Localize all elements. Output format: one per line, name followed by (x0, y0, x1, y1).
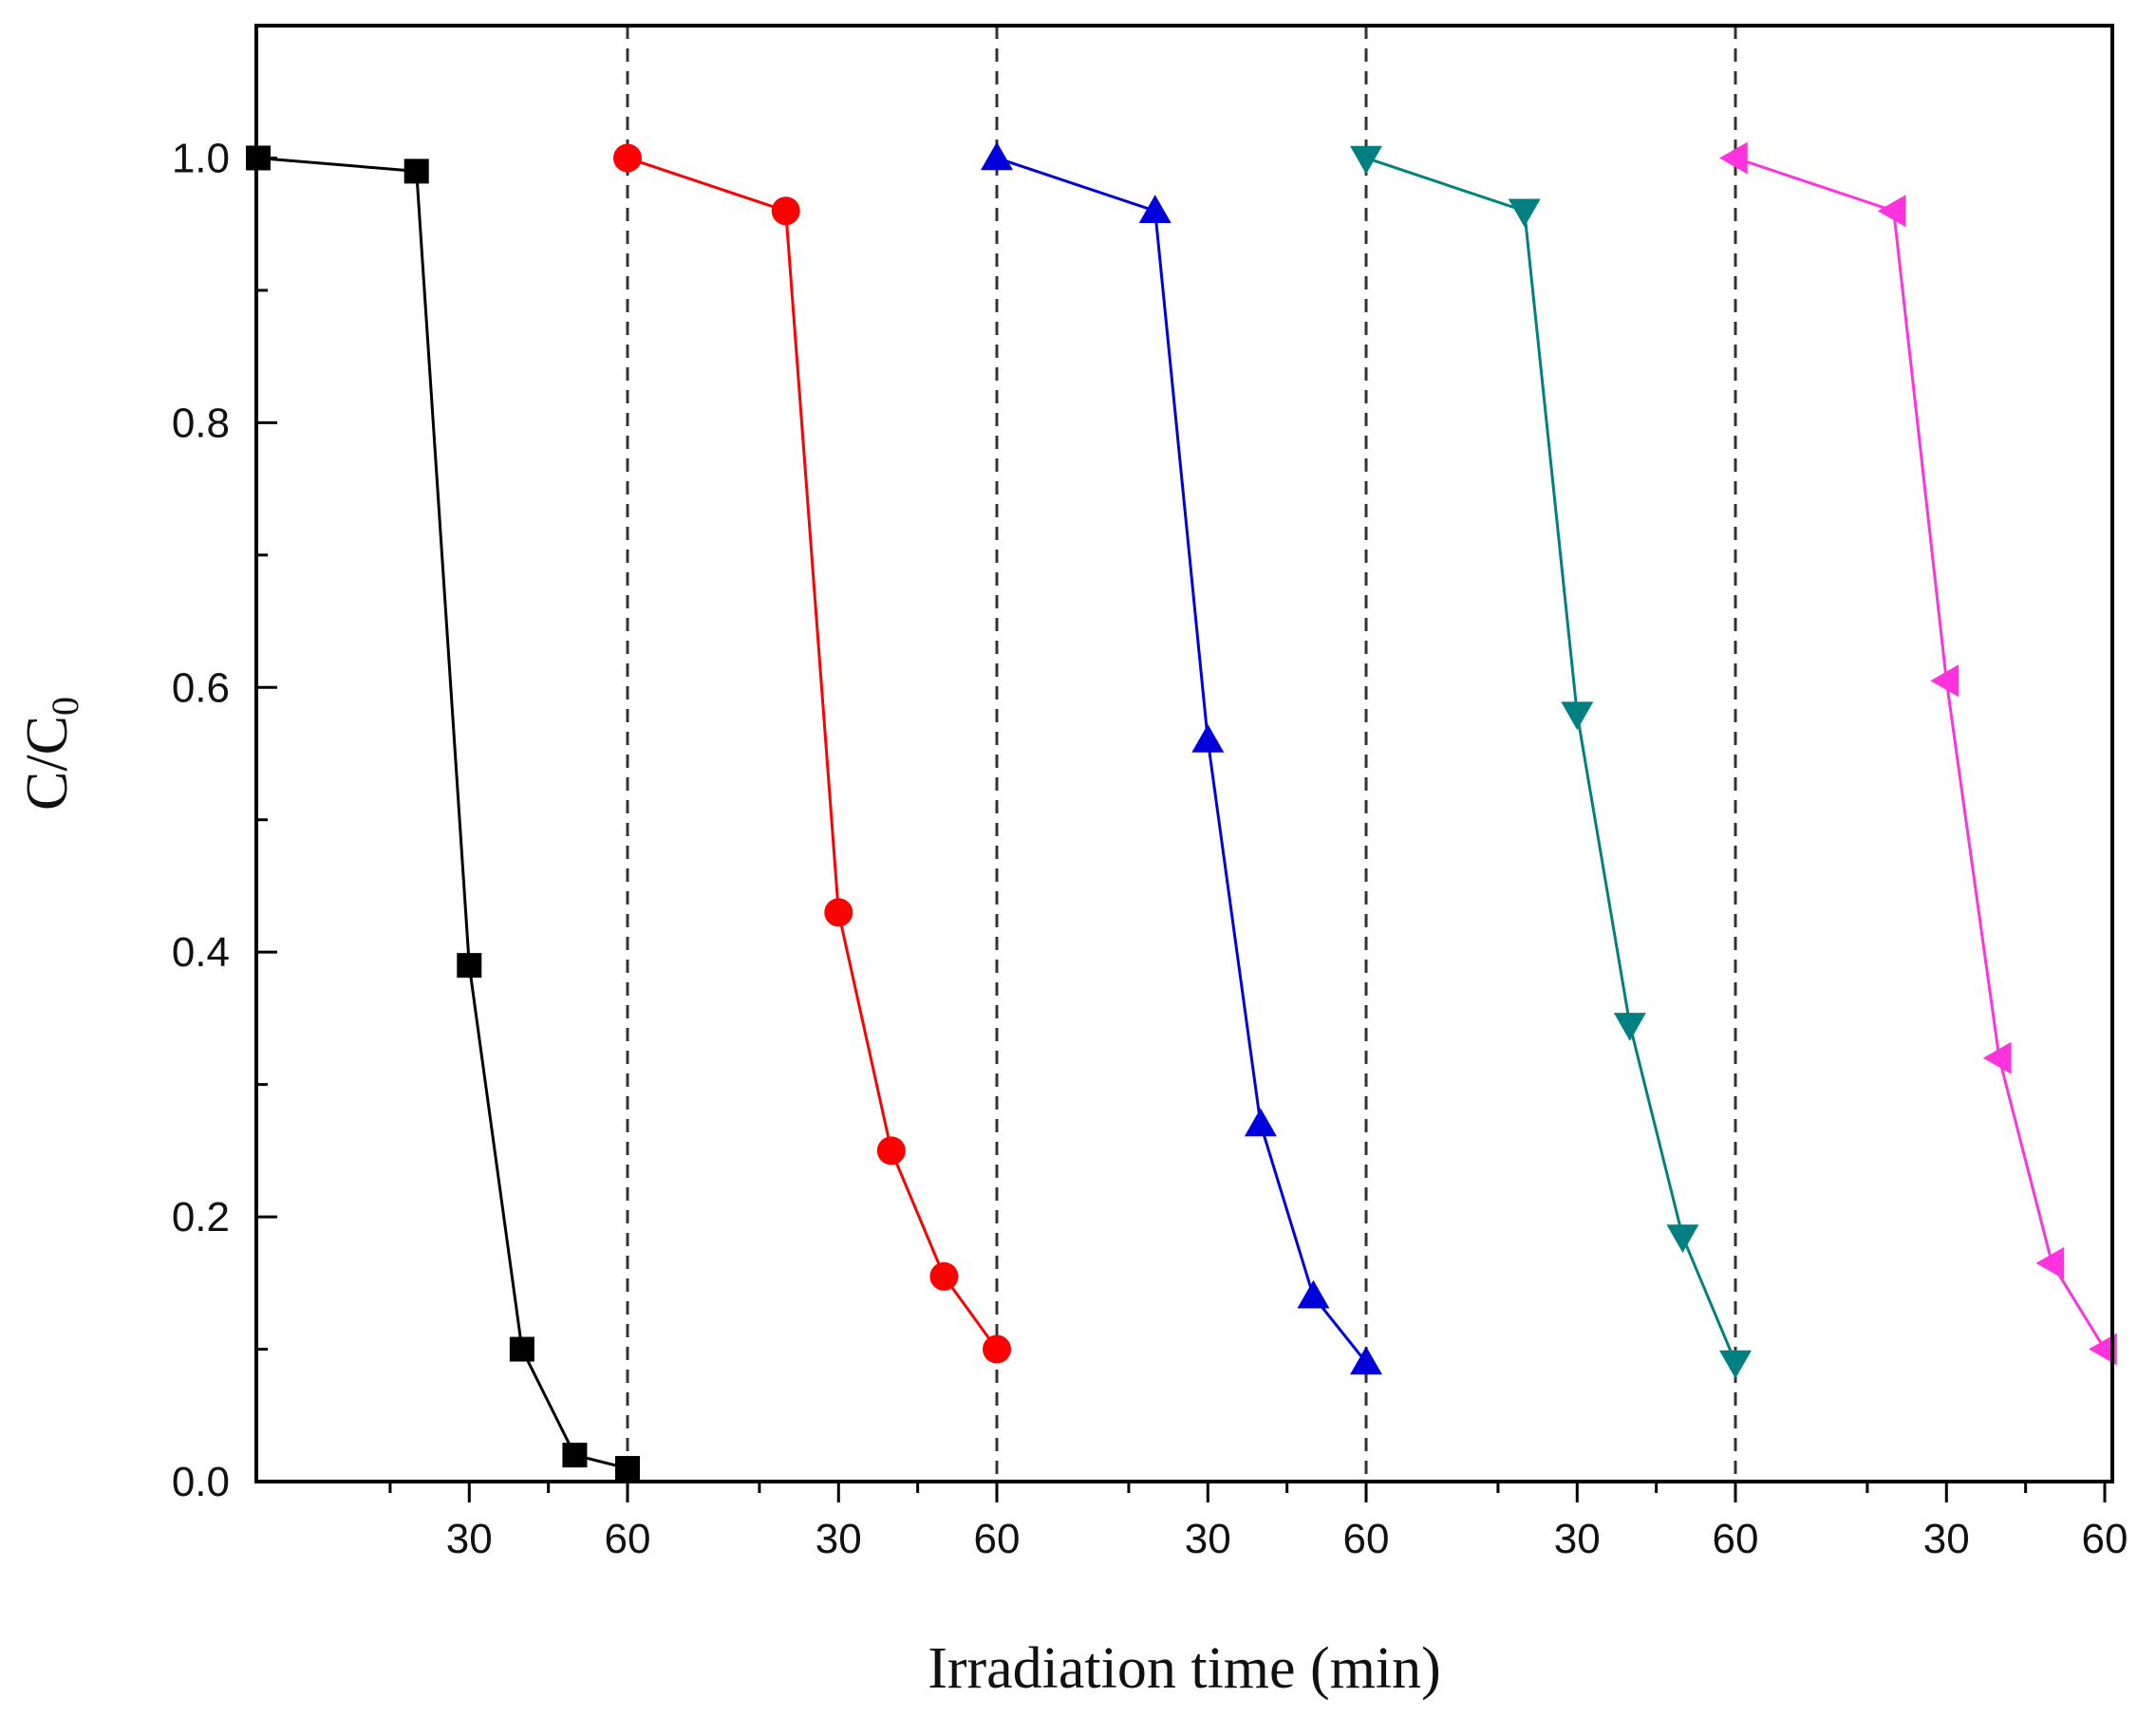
data-point (1561, 701, 1594, 731)
data-point (981, 141, 1013, 171)
data-point (876, 1136, 906, 1166)
series-layer (246, 141, 2117, 1482)
data-point (1930, 664, 1959, 698)
data-point (1666, 1224, 1699, 1254)
y-tick-label: 1.0 (172, 135, 230, 181)
y-tick-label: 0.6 (172, 664, 230, 711)
x-axis-title: Irradiation time (min) (928, 1636, 1441, 1701)
data-point (1350, 1346, 1382, 1375)
data-point (2035, 1246, 2065, 1279)
y-tick-label: 0.8 (172, 400, 230, 446)
data-point (1982, 1041, 2012, 1074)
data-point (509, 1336, 534, 1362)
data-point (1244, 1108, 1277, 1137)
y-axis: 0.0 0.2 0.4 0.6 0.8 1.0 (172, 24, 277, 1505)
x-tick-label: 60 (974, 1516, 1021, 1562)
y-tick-label: 0.0 (172, 1459, 230, 1505)
series-line (996, 157, 1368, 1364)
x-tick-label: 30 (1185, 1516, 1231, 1562)
x-tick-label: 30 (816, 1516, 862, 1562)
x-tick-label: 30 (446, 1516, 493, 1562)
data-point (929, 1261, 959, 1291)
data-point (1508, 198, 1541, 228)
data-point (2089, 1333, 2117, 1366)
y-tick-label: 0.4 (172, 929, 230, 976)
plot-frame (254, 24, 2114, 1483)
series-line (1734, 157, 2107, 1351)
data-point (562, 1443, 588, 1468)
data-point (1138, 195, 1172, 223)
data-point (1719, 1350, 1752, 1379)
x-tick-label: 60 (1713, 1516, 1759, 1562)
series-line (257, 156, 628, 1470)
series-line (627, 157, 999, 1351)
cycle-separators (626, 26, 1737, 1482)
x-tick-label: 60 (605, 1516, 651, 1562)
y-axis-title-main: C/C (15, 716, 80, 811)
data-point (1297, 1279, 1330, 1309)
data-point (1191, 724, 1225, 753)
data-point (983, 1334, 1011, 1364)
series-cycle-1 (246, 145, 640, 1482)
series-cycle-3 (981, 141, 1382, 1375)
x-tick-label: 60 (2082, 1516, 2128, 1562)
series-cycle-2 (613, 143, 1011, 1364)
data-point (1877, 195, 1906, 228)
data-point (1719, 141, 1748, 175)
x-tick-label: 30 (1554, 1516, 1601, 1562)
data-point (457, 953, 482, 979)
data-point (771, 196, 800, 226)
data-point (615, 1456, 640, 1482)
y-axis-title-subscript: 0 (44, 697, 86, 716)
data-point (403, 159, 429, 184)
series-line (1365, 157, 1737, 1364)
data-point (1350, 145, 1382, 175)
x-tick-label: 30 (1923, 1516, 1970, 1562)
y-tick-label: 0.2 (172, 1194, 230, 1240)
x-axis: 30 60 30 60 30 60 30 60 30 60 (388, 1482, 2128, 1562)
x-tick-label: 60 (1343, 1516, 1390, 1562)
series-cycle-4 (1350, 145, 1752, 1379)
y-axis-title: C/C0 (15, 697, 86, 811)
series-cycle-5 (1719, 141, 2117, 1366)
data-point (1613, 1013, 1646, 1041)
data-point (824, 898, 853, 927)
data-point (613, 143, 642, 173)
